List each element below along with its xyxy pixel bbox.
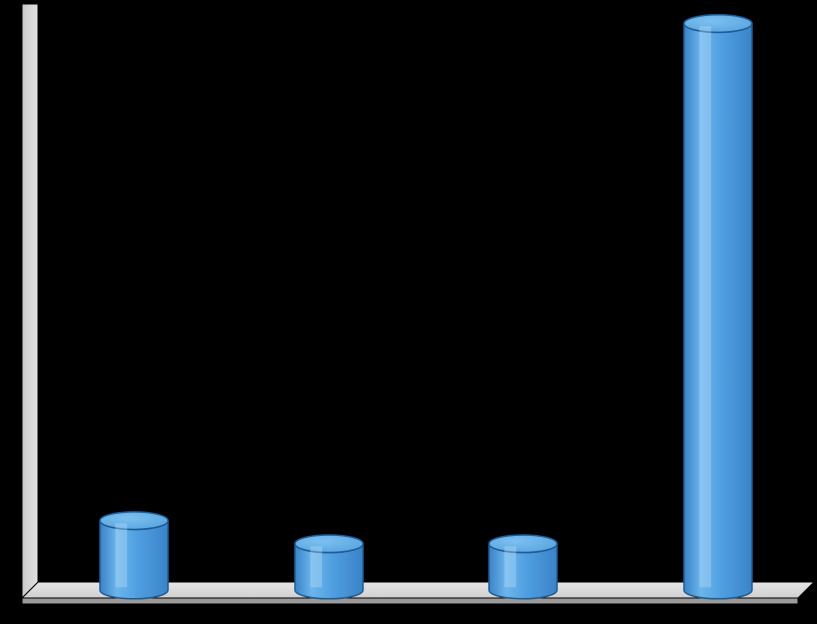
chart-svg [0,0,817,624]
bar-cylinder [100,512,168,599]
bar-cylinder [684,15,752,599]
cylinder-bar-chart [0,0,817,624]
bar-cylinder [489,535,557,599]
bar-cylinder [295,535,363,599]
